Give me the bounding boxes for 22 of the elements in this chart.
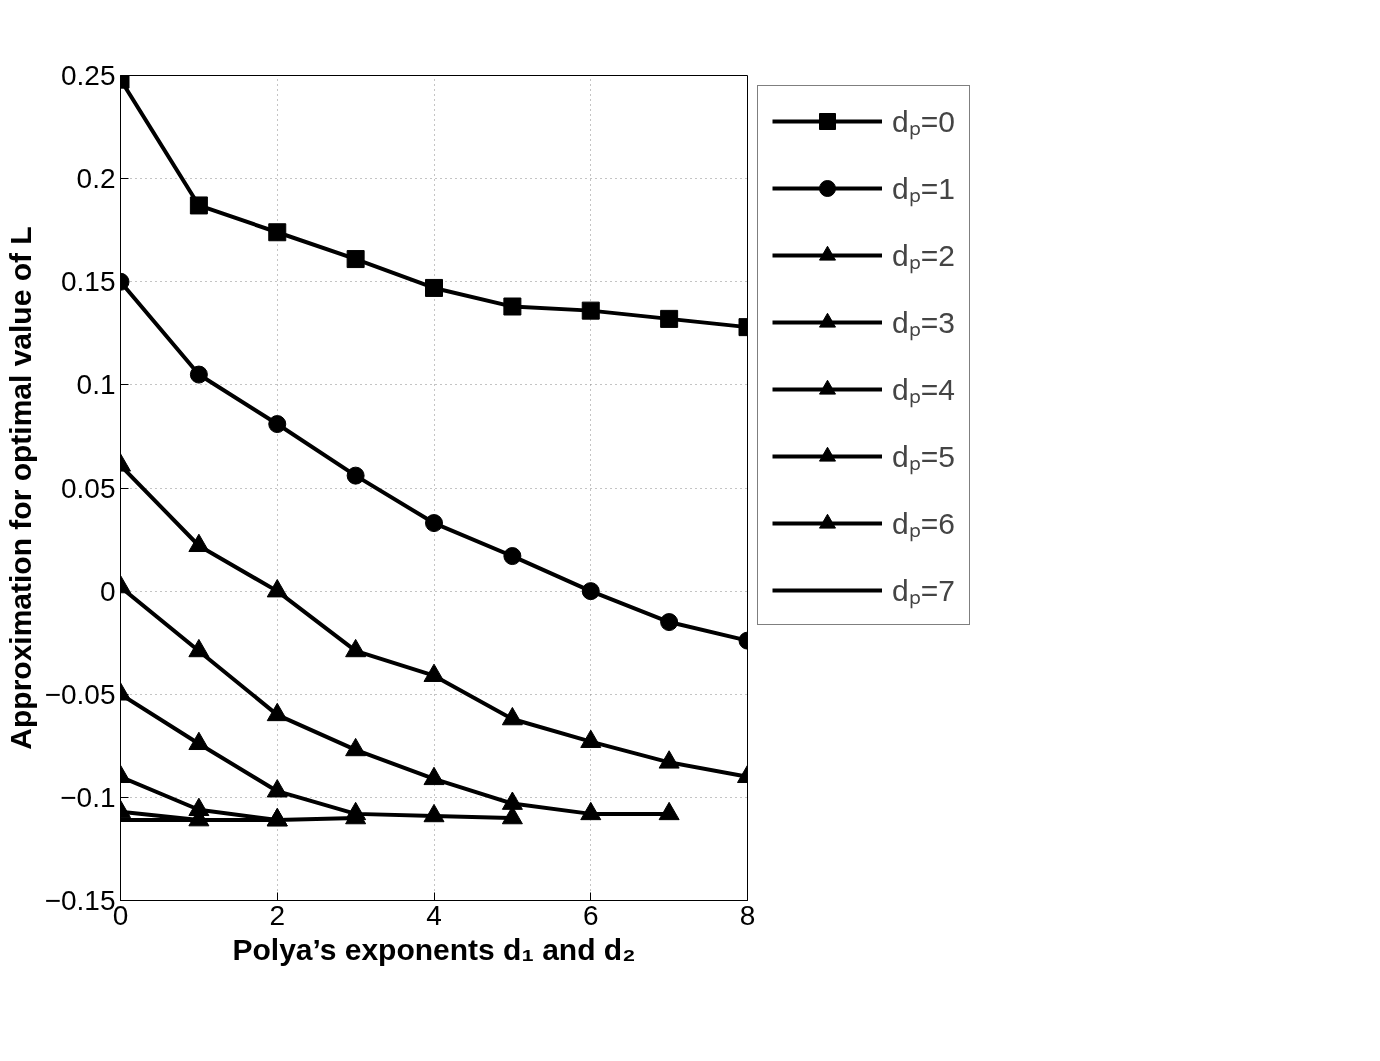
legend-label: dₚ=0: [892, 104, 955, 141]
legend-label: dₚ=2: [892, 238, 955, 275]
legend-label: dₚ=6: [892, 506, 955, 543]
legend-label: dₚ=4: [892, 372, 955, 409]
legend-label: dₚ=5: [892, 439, 955, 476]
x-tick-label: 6: [582, 899, 599, 931]
y-tick-label: 0.1: [76, 369, 116, 401]
y-tick-label: −0.1: [60, 781, 116, 813]
legend-label: dₚ=7: [892, 573, 955, 610]
legend-label: dₚ=1: [892, 171, 955, 208]
x-tick-label: 2: [269, 899, 286, 931]
y-tick-label: 0.25: [61, 60, 116, 91]
y-axis-title: Approximation for optimal value of L: [3, 226, 37, 750]
y-tick-label: −0.05: [44, 678, 116, 710]
x-tick-label: 8: [739, 899, 756, 931]
y-tick-label: 0.2: [76, 163, 116, 195]
x-axis-title: Polya’s exponents d₁ and d₂: [232, 932, 636, 966]
y-tick-label: 0: [99, 575, 116, 607]
y-tick-label: 0.15: [61, 266, 116, 298]
x-tick-label: 4: [426, 899, 442, 931]
y-tick-label: 0.05: [61, 472, 116, 504]
legend-label: dₚ=3: [892, 305, 955, 342]
